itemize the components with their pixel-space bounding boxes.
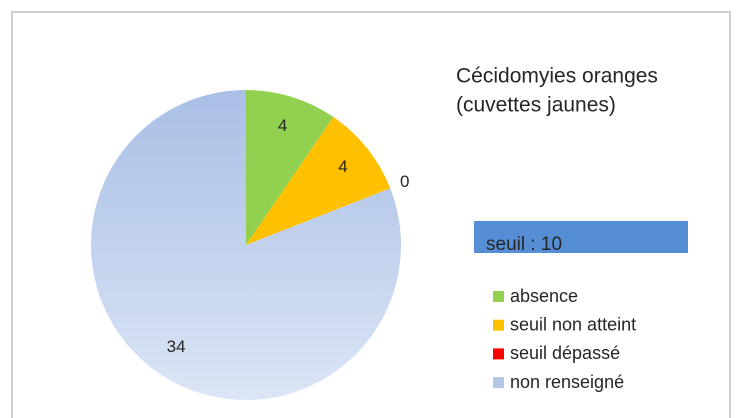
data-label: 4 [338, 157, 347, 176]
legend-label: absence [510, 286, 578, 306]
pie-slice [246, 90, 334, 245]
threshold-box [474, 221, 688, 253]
legend-label: non renseigné [510, 372, 624, 392]
chart-subtitle: (cuvettes jaunes) [456, 94, 616, 117]
legend-swatch [493, 348, 504, 360]
data-label: 4 [278, 116, 287, 135]
pie-slice [91, 90, 401, 400]
data-label: 34 [167, 337, 186, 356]
legend-swatch [493, 377, 504, 389]
chart-title: Cécidomyies oranges [456, 65, 658, 88]
pie-slice [246, 188, 391, 245]
data-label: 0 [400, 172, 409, 191]
pie-slice [246, 116, 391, 246]
legend-swatch [493, 319, 504, 331]
legend-label: seuil non atteint [510, 314, 636, 334]
legend-swatch [493, 291, 504, 302]
threshold-label: seuil : 10 [486, 234, 562, 255]
legend-label: seuil dépassé [510, 343, 620, 363]
